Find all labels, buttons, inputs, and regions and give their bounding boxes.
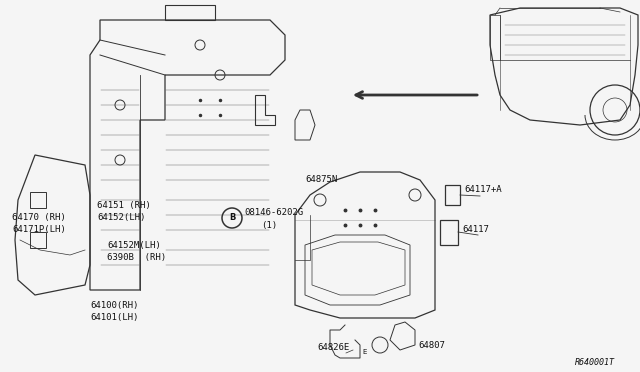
Text: 08146-6202G: 08146-6202G [244, 208, 303, 217]
Text: 64117+A: 64117+A [464, 185, 502, 194]
Text: E: E [363, 349, 367, 355]
Text: 64171P(LH): 64171P(LH) [12, 225, 66, 234]
Text: 64152M(LH): 64152M(LH) [107, 241, 161, 250]
Text: (1): (1) [261, 221, 277, 230]
Text: 64152(LH): 64152(LH) [97, 213, 145, 222]
Text: 64117: 64117 [462, 225, 489, 234]
Text: 64151 (RH): 64151 (RH) [97, 201, 151, 210]
Text: 64826E: 64826E [317, 343, 349, 352]
Text: 6390B  (RH): 6390B (RH) [107, 253, 166, 262]
Text: 64875N: 64875N [305, 175, 337, 184]
Text: R640001T: R640001T [575, 358, 615, 367]
Text: 64100(RH): 64100(RH) [90, 301, 138, 310]
Text: 64101(LH): 64101(LH) [90, 313, 138, 322]
Text: 64170 (RH): 64170 (RH) [12, 213, 66, 222]
Text: B: B [229, 214, 235, 222]
Text: 64807: 64807 [418, 341, 445, 350]
